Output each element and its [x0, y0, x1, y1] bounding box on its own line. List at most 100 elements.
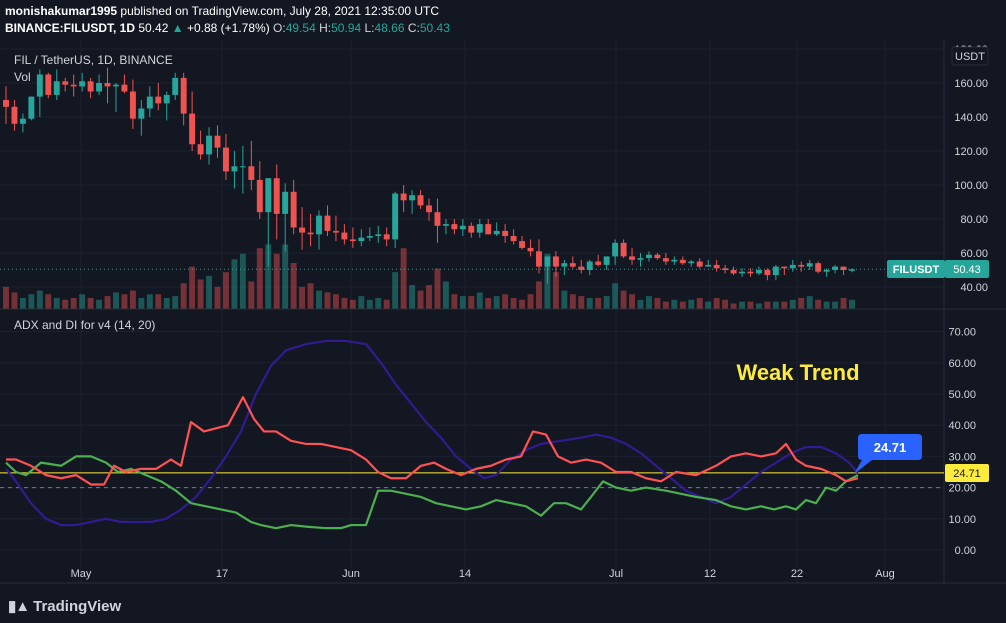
currency-box[interactable]: [951, 46, 989, 66]
candle-body[interactable]: [747, 271, 754, 274]
candle-body[interactable]: [324, 215, 331, 231]
candle-body[interactable]: [442, 224, 449, 226]
candle-body[interactable]: [180, 77, 187, 114]
candle-body[interactable]: [798, 264, 805, 267]
chart-canvas[interactable]: 180.00160.00140.00120.00100.0080.0060.00…: [0, 40, 1006, 584]
candle-body[interactable]: [104, 83, 111, 87]
candle-body[interactable]: [290, 191, 297, 228]
candle-body[interactable]: [713, 264, 720, 269]
candle-body[interactable]: [36, 74, 43, 97]
candle-body[interactable]: [273, 178, 280, 214]
indicator-legend-title[interactable]: ADX and DI for v4 (14, 20): [14, 318, 156, 332]
candle-body[interactable]: [705, 264, 712, 267]
candle-body[interactable]: [578, 266, 585, 270]
price-legend-title[interactable]: FIL / TetherUS, 1D, BINANCE: [14, 53, 173, 67]
candle-body[interactable]: [459, 225, 466, 230]
candle-body[interactable]: [358, 237, 365, 242]
candle-body[interactable]: [730, 270, 737, 274]
candle-body[interactable]: [789, 264, 796, 269]
candle-body[interactable]: [332, 230, 339, 233]
candle-body[interactable]: [671, 259, 678, 262]
candle-body[interactable]: [62, 81, 69, 85]
candle-body[interactable]: [603, 256, 610, 265]
candle-body[interactable]: [96, 83, 103, 92]
candle-body[interactable]: [426, 205, 432, 213]
candle-body[interactable]: [231, 166, 238, 172]
candle-body[interactable]: [510, 236, 517, 242]
candle-body[interactable]: [248, 166, 255, 180]
candle-body[interactable]: [645, 254, 652, 259]
candle-body[interactable]: [696, 261, 703, 267]
candle-body[interactable]: [129, 91, 136, 119]
candle-body[interactable]: [79, 81, 86, 87]
candle-body[interactable]: [519, 241, 526, 248]
candle-body[interactable]: [840, 266, 847, 270]
candle-body[interactable]: [70, 84, 77, 87]
candle-body[interactable]: [383, 234, 390, 240]
candle-body[interactable]: [138, 108, 145, 119]
tradingview-logo[interactable]: ▮▲ TradingView: [8, 597, 121, 615]
candle-body[interactable]: [586, 261, 593, 271]
candle-body[interactable]: [366, 236, 373, 238]
candle-body[interactable]: [561, 263, 568, 267]
candle-body[interactable]: [417, 195, 424, 206]
candle-body[interactable]: [256, 179, 263, 213]
candle-body[interactable]: [823, 270, 830, 272]
candle-body[interactable]: [113, 84, 119, 87]
author-name[interactable]: monishakumar1995: [5, 4, 118, 18]
di-minus-line[interactable]: [6, 396, 859, 486]
candle-body[interactable]: [265, 178, 272, 213]
candle-body[interactable]: [629, 256, 636, 260]
candle-body[interactable]: [722, 268, 729, 270]
candle-body[interactable]: [375, 234, 382, 236]
candle-body[interactable]: [688, 261, 695, 264]
candle-body[interactable]: [53, 81, 60, 95]
candle-body[interactable]: [146, 96, 153, 109]
candle-body[interactable]: [434, 212, 441, 226]
candle-body[interactable]: [476, 224, 483, 233]
candle-body[interactable]: [19, 118, 26, 124]
price-axis[interactable]: 180.00160.00140.00120.00100.0080.0060.00…: [954, 44, 988, 294]
adx-line[interactable]: [5, 339, 859, 527]
candle-body[interactable]: [468, 225, 475, 233]
candle-body[interactable]: [662, 258, 669, 262]
candle-body[interactable]: [832, 266, 839, 270]
candle-body[interactable]: [815, 263, 822, 272]
candle-body[interactable]: [755, 270, 762, 274]
candle-body[interactable]: [502, 230, 509, 236]
candle-body[interactable]: [739, 271, 745, 274]
candle-body[interactable]: [299, 227, 306, 233]
candle-body[interactable]: [654, 254, 661, 259]
time-axis[interactable]: May 17 Jun 14 Jul 12 22 Aug: [71, 568, 895, 580]
candle-body[interactable]: [679, 259, 686, 264]
candle-body[interactable]: [849, 269, 855, 271]
candle-body[interactable]: [409, 195, 416, 201]
candle-body[interactable]: [612, 242, 619, 257]
candle-body[interactable]: [282, 191, 289, 214]
candlestick-series[interactable]: [3, 67, 855, 284]
candle-body[interactable]: [764, 270, 771, 276]
candle-body[interactable]: [620, 242, 627, 257]
candle-body[interactable]: [239, 166, 246, 168]
candle-body[interactable]: [222, 147, 229, 172]
candle-body[interactable]: [197, 144, 204, 155]
indicator-axis[interactable]: 70.00 60.00 50.00 40.00 30.00 20.00 10.00 0.00: [948, 327, 976, 557]
candle-body[interactable]: [595, 261, 602, 265]
symbol-line[interactable]: BINANCE:FILUSDT, 1D: [5, 21, 136, 35]
candle-body[interactable]: [155, 96, 162, 104]
di-plus-line[interactable]: [5, 455, 859, 530]
candle-body[interactable]: [493, 230, 500, 235]
volume-legend[interactable]: Vol: [14, 70, 31, 84]
candle-body[interactable]: [172, 77, 179, 95]
candle-body[interactable]: [485, 224, 492, 235]
candle-body[interactable]: [637, 258, 644, 260]
candle-body[interactable]: [392, 193, 399, 240]
candle-body[interactable]: [11, 106, 18, 124]
candle-body[interactable]: [28, 96, 35, 119]
candle-body[interactable]: [3, 100, 9, 107]
candle-body[interactable]: [214, 135, 221, 148]
candle-body[interactable]: [569, 263, 576, 267]
candle-body[interactable]: [316, 215, 322, 235]
candle-body[interactable]: [527, 247, 534, 252]
candle-body[interactable]: [87, 81, 94, 92]
